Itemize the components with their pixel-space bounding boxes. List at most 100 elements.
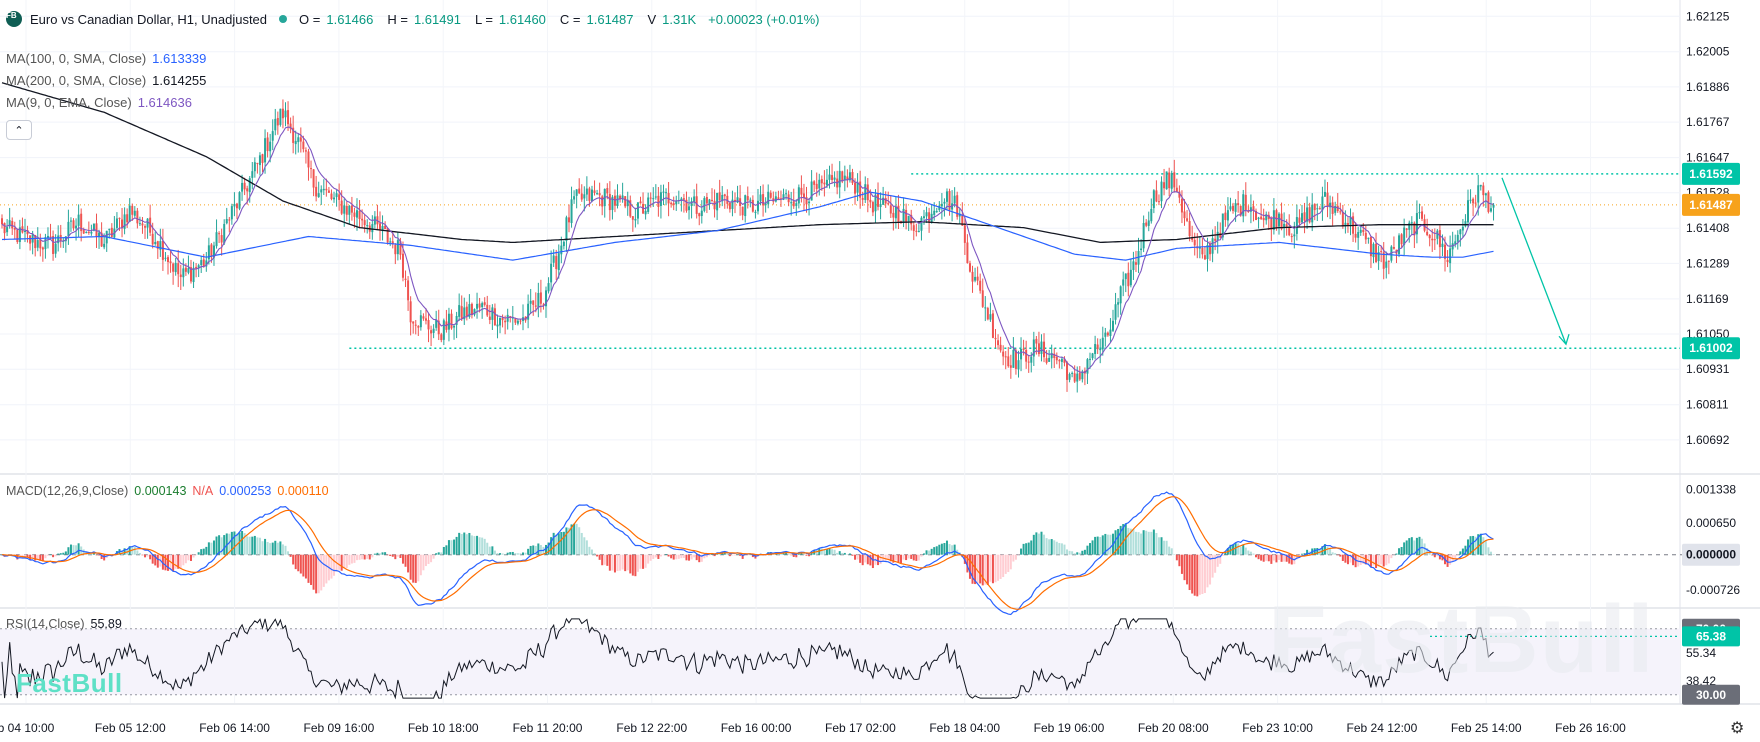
macd-histogram-bar (69, 544, 72, 555)
ma9-legend[interactable]: MA(9, 0, EMA, Close) 1.614636 (6, 95, 192, 110)
macd-histogram-bar (1418, 536, 1421, 555)
candle-body (728, 202, 731, 210)
macd-histogram-bar (182, 554, 185, 566)
candle-body (1449, 248, 1452, 264)
macd-histogram-bar (539, 544, 542, 555)
macd-histogram-bar (782, 552, 785, 555)
macd-histogram-bar (493, 550, 496, 555)
candle-body (358, 210, 361, 220)
macd-histogram-bar (654, 554, 657, 558)
candle-body (243, 182, 246, 190)
candle-body (115, 218, 118, 228)
macd-histogram-bar (808, 554, 811, 557)
candle-body (940, 203, 943, 207)
candle-body (189, 267, 192, 282)
candle-body (1426, 231, 1429, 236)
rsi-legend[interactable]: RSI(14,Close) 55.89 (6, 617, 122, 631)
candle-body (1267, 214, 1270, 219)
support-tag-bg (1682, 337, 1740, 360)
candle-body (453, 325, 456, 328)
ma200-legend[interactable]: MA(200, 0, SMA, Close) 1.614255 (6, 73, 206, 88)
candle-body (136, 210, 139, 224)
brand-logo: FastBull (16, 668, 123, 698)
macd-histogram-bar (1321, 546, 1324, 555)
candle-body (723, 194, 726, 197)
candle-body (820, 179, 823, 184)
macd-histogram-bar (1055, 541, 1058, 555)
candle-body (1170, 173, 1173, 189)
macd-histogram-bar (1354, 554, 1357, 568)
candle-body (749, 199, 752, 201)
macd-histogram-bar (1037, 533, 1040, 555)
resistance-tag: 1.61592 (1689, 167, 1733, 181)
candle-body (1191, 237, 1194, 241)
macd-histogram-bar (1114, 530, 1117, 555)
candle-body (1334, 205, 1337, 213)
candle-body (654, 196, 657, 198)
candle-body (1405, 228, 1408, 230)
candle-body (662, 191, 665, 193)
price-tick-label: 1.60692 (1686, 433, 1730, 447)
candle-body (407, 280, 410, 301)
candle-body (1063, 359, 1066, 363)
macd-histogram-bar (1012, 554, 1015, 562)
macd-histogram-bar (820, 548, 823, 555)
candle-body (325, 188, 328, 191)
macd-histogram-bar (1096, 536, 1099, 555)
candle-body (688, 206, 691, 211)
candle-body (636, 202, 639, 219)
symbol-title[interactable]: Euro vs Canadian Dollar, H1, Unadjusted (30, 11, 268, 27)
macd-histogram-bar (1344, 554, 1347, 563)
macd-histogram-bar (16, 554, 19, 560)
macd-legend[interactable]: MACD(12,26,9,Close) 0.000143 N/A 0.00025… (6, 484, 329, 498)
collapse-legend-button[interactable]: ⌃ (6, 120, 32, 140)
macd-histogram-bar (588, 546, 591, 555)
macd-histogram-bar (412, 554, 415, 583)
macd-histogram-bar (271, 542, 274, 555)
macd-histogram-bar (427, 554, 430, 564)
macd-histogram-bar (1073, 553, 1076, 555)
macd-histogram-bar (486, 542, 489, 555)
candle-body (1331, 202, 1334, 214)
candle-body (910, 214, 913, 225)
candle-body (235, 203, 238, 209)
candle-body (529, 300, 532, 304)
candle-body (810, 181, 813, 201)
candle-body (1104, 332, 1107, 337)
macd-histogram-bar (174, 554, 177, 569)
gear-icon[interactable]: ⚙ (1730, 720, 1745, 737)
candle-body (922, 216, 925, 219)
macd-histogram-bar (77, 543, 80, 555)
macd-histogram-bar (353, 554, 356, 563)
candle-body (468, 304, 471, 317)
macd-histogram-bar (95, 554, 98, 556)
macd-histogram-bar (1152, 529, 1155, 555)
macd-histogram-bar (596, 554, 599, 557)
ma100-legend[interactable]: MA(100, 0, SMA, Close) 1.613339 (6, 51, 206, 66)
candle-body (851, 172, 854, 184)
macd-histogram-bar (953, 544, 956, 555)
candle-body (575, 189, 578, 196)
candle-body (1313, 203, 1316, 211)
candle-body (187, 268, 190, 273)
macd-histogram-bar (892, 554, 895, 563)
macd-histogram-bar (532, 545, 535, 555)
macd-histogram-bar (506, 552, 509, 555)
macd-histogram-bar (1203, 554, 1206, 594)
candle-body (1398, 235, 1401, 255)
macd-histogram-bar (62, 552, 65, 555)
macd-histogram-bar (608, 554, 611, 571)
candle-body (373, 216, 376, 225)
macd-histogram-bar (378, 553, 381, 555)
macd-histogram-bar (1224, 552, 1227, 555)
candle-body (1232, 205, 1235, 211)
candle-body (131, 205, 134, 215)
ma9-value: 1.614636 (137, 95, 192, 110)
candle-body (1152, 190, 1155, 209)
macd-histogram-bar (726, 553, 729, 555)
macd-histogram-bar (64, 551, 67, 555)
candle-body (233, 204, 236, 207)
macd-histogram-bar (1191, 554, 1194, 594)
candle-body (974, 276, 977, 281)
macd-histogram-bar (450, 540, 453, 555)
